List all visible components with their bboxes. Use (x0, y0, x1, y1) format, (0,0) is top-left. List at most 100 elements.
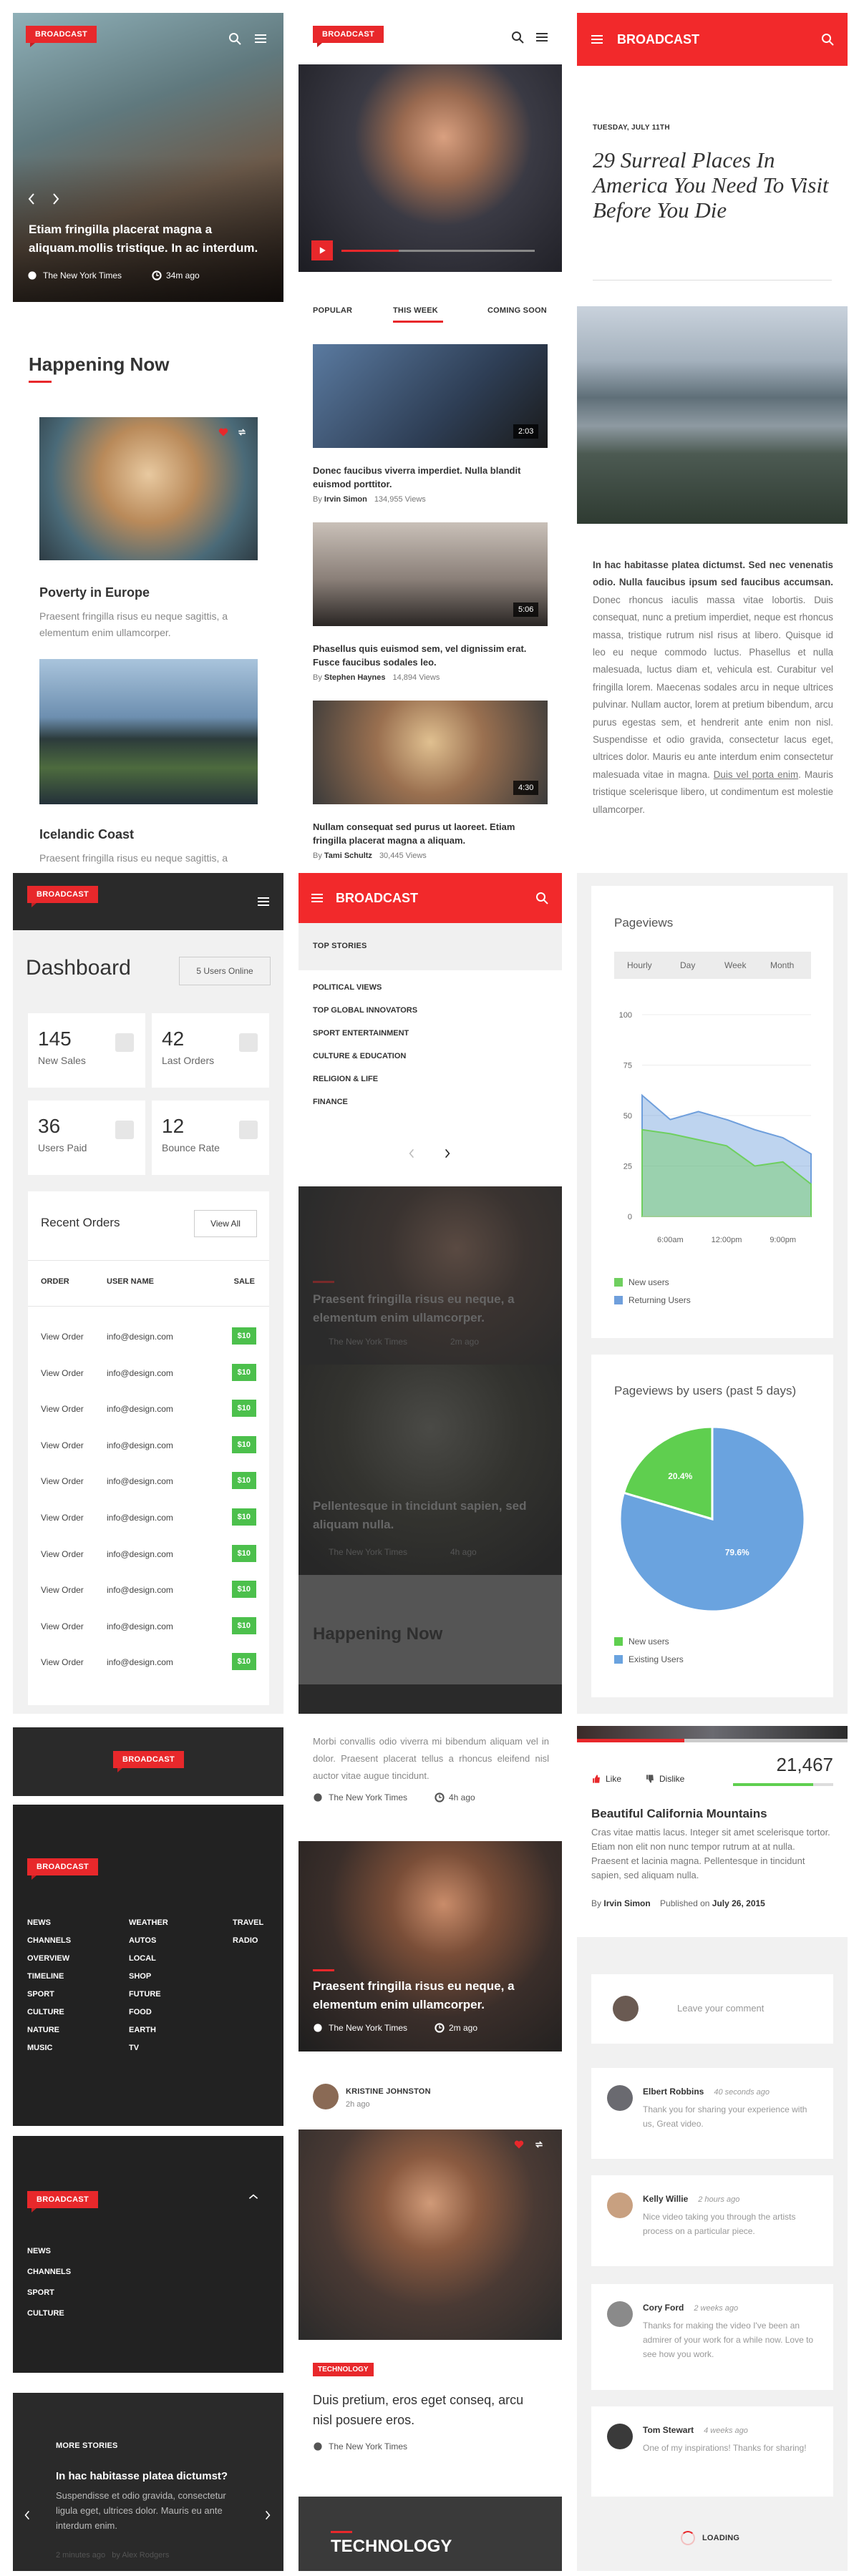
menu-item[interactable]: TRAVEL (233, 1918, 264, 1927)
menu-item[interactable]: AUTOS (129, 1936, 157, 1945)
menu-item[interactable]: LOCAL (129, 1954, 156, 1963)
commenter[interactable]: Cory Ford (643, 2303, 684, 2313)
menu-heading[interactable]: TOP STORIES (313, 942, 367, 950)
order-link[interactable]: View Order (41, 1621, 84, 1631)
menu-item[interactable]: WEATHER (129, 1918, 168, 1927)
badge[interactable]: BROADCAST (26, 26, 97, 47)
menu-item[interactable]: NATURE (27, 2026, 60, 2034)
video-strip[interactable] (577, 1726, 848, 1739)
prev-arrow[interactable] (21, 2509, 33, 2521)
photo[interactable] (299, 2129, 562, 2340)
order-link[interactable]: View Order (41, 1332, 84, 1342)
like-icon[interactable] (591, 1774, 601, 1784)
menu-item[interactable]: POLITICAL VIEWS (313, 983, 382, 992)
order-link[interactable]: View Order (41, 1585, 84, 1596)
progress-track[interactable] (577, 1739, 848, 1742)
prev-arrow[interactable] (406, 1148, 417, 1159)
author[interactable]: Stephen Haynes (324, 673, 386, 682)
dislike-icon[interactable] (645, 1774, 655, 1784)
badge[interactable]: BROADCAST (313, 26, 384, 47)
like-icon[interactable] (218, 426, 229, 438)
order-link[interactable]: View Order (41, 1548, 84, 1559)
headline[interactable]: Etiam fringilla placerat magna a aliquam… (29, 223, 258, 255)
video-title[interactable]: Donec faucibus viverra imperdiet. Nulla … (313, 465, 521, 489)
menu-item[interactable]: SHOP (129, 1972, 152, 1981)
search-icon[interactable] (510, 30, 525, 44)
menu-item[interactable]: CHANNELS (27, 2268, 72, 2276)
like-button[interactable]: Like (606, 1774, 622, 1784)
more-title[interactable]: In hac habitasse platea dictumst? (56, 2470, 228, 2482)
tab[interactable]: COMING SOON (487, 306, 547, 315)
order-link[interactable]: View Order (41, 1476, 84, 1487)
order-link[interactable]: View Order (41, 1404, 84, 1415)
video-thumb[interactable] (313, 522, 548, 626)
next-arrow[interactable] (49, 192, 63, 206)
story-title[interactable]: Pellentesque in tincidunt sapien, sed al… (313, 1499, 527, 1531)
story-photo[interactable] (299, 1186, 562, 1365)
author[interactable]: KRISTINE JOHNSTON (346, 2087, 431, 2096)
menu-item[interactable]: NEWS (27, 1918, 51, 1927)
photo-title[interactable]: Praesent fringilla risus eu neque, a ele… (313, 1979, 515, 2011)
menu-item[interactable]: CULTURE & EDUCATION (313, 1052, 407, 1060)
menu-item[interactable]: RADIO (233, 1936, 258, 1945)
story-title[interactable]: Praesent fringilla risus eu neque, a ele… (313, 1292, 515, 1324)
share-icon[interactable] (533, 2139, 545, 2150)
author[interactable]: Tami Schultz (324, 852, 372, 860)
tab[interactable]: Week (724, 960, 747, 970)
menu-icon[interactable] (310, 891, 324, 905)
online-button[interactable]: 5 Users Online (179, 957, 271, 985)
play-icon[interactable] (316, 245, 328, 256)
tab[interactable]: POPULAR (313, 306, 353, 315)
menu-item[interactable]: TOP GLOBAL INNOVATORS (313, 1006, 418, 1015)
progress-track[interactable] (341, 250, 535, 252)
order-link[interactable]: View Order (41, 1513, 84, 1523)
brand[interactable]: BROADCAST (617, 32, 699, 47)
menu-item[interactable]: TIMELINE (27, 1972, 64, 1981)
brand[interactable]: BROADCAST (336, 891, 418, 905)
menu-icon[interactable] (535, 30, 549, 44)
author[interactable]: Irvin Simon (324, 495, 367, 504)
search-icon[interactable] (228, 31, 242, 46)
menu-item[interactable]: SPORT (27, 1990, 54, 1999)
menu-icon[interactable] (590, 32, 604, 47)
collapse-icon[interactable] (248, 2191, 259, 2202)
tab[interactable]: Month (770, 960, 795, 970)
menu-item[interactable]: CULTURE (27, 2309, 64, 2318)
photo[interactable] (39, 659, 258, 804)
commenter[interactable]: Elbert Robbins (643, 2087, 704, 2097)
comment-input[interactable]: Leave your comment (591, 1974, 833, 2044)
video-thumb[interactable] (313, 701, 548, 804)
tab[interactable]: Day (680, 960, 696, 970)
video-title[interactable]: Phasellus quis euismod sem, vel dignissi… (313, 643, 527, 668)
menu-item[interactable]: MUSIC (27, 2044, 53, 2052)
menu-item[interactable]: FOOD (129, 2008, 152, 2016)
badge[interactable]: BROADCAST (27, 1858, 98, 1880)
menu-item[interactable]: FINANCE (313, 1098, 348, 1106)
menu-item[interactable]: TV (129, 2044, 140, 2052)
avatar[interactable] (313, 2084, 339, 2109)
video-frame[interactable] (299, 64, 562, 272)
tab-active[interactable]: THIS WEEK (393, 306, 438, 315)
article-title[interactable]: Duis pretium, eros eget conseq, arcu nis… (313, 2393, 524, 2427)
search-icon[interactable] (535, 891, 549, 905)
menu-item[interactable]: EARTH (129, 2026, 156, 2034)
like-icon[interactable] (513, 2139, 525, 2150)
placeholder[interactable]: Leave your comment (677, 2003, 765, 2014)
share-icon[interactable] (236, 426, 248, 438)
order-link[interactable]: View Order (41, 1657, 84, 1668)
menu-item[interactable]: RELIGION & LIFE (313, 1075, 379, 1083)
badge[interactable]: BROADCAST (113, 1751, 184, 1772)
view-all-button[interactable]: View All (194, 1210, 257, 1237)
tab[interactable]: Hourly (627, 960, 652, 970)
menu-item[interactable]: FUTURE (129, 1990, 161, 1999)
card-title[interactable]: Icelandic Coast (39, 827, 135, 841)
search-icon[interactable] (820, 32, 835, 47)
card-title[interactable]: Poverty in Europe (39, 585, 150, 600)
next-arrow[interactable] (442, 1148, 453, 1159)
video-title[interactable]: Nullam consequat sed purus ut laoreet. E… (313, 821, 515, 846)
order-link[interactable]: View Order (41, 1367, 84, 1378)
tag[interactable]: TECHNOLOGY (313, 2363, 374, 2376)
menu-item[interactable]: NEWS (27, 2247, 51, 2255)
menu-icon[interactable] (256, 894, 271, 909)
author[interactable]: Irvin Simon (603, 1898, 651, 1908)
